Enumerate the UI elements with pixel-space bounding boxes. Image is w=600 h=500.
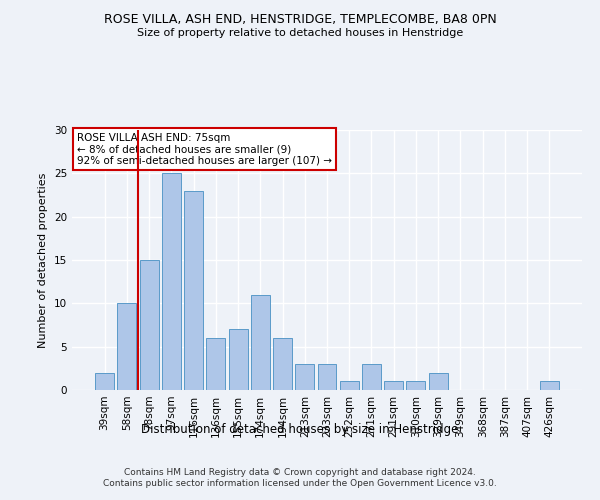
Bar: [362, 364, 381, 390]
Bar: [295, 364, 314, 390]
Bar: [384, 382, 403, 390]
Text: Distribution of detached houses by size in Henstridge: Distribution of detached houses by size …: [142, 422, 458, 436]
Text: Contains HM Land Registry data © Crown copyright and database right 2024.
Contai: Contains HM Land Registry data © Crown c…: [103, 468, 497, 487]
Bar: [184, 190, 203, 390]
Text: Size of property relative to detached houses in Henstridge: Size of property relative to detached ho…: [137, 28, 463, 38]
Bar: [95, 372, 114, 390]
Bar: [140, 260, 158, 390]
Text: ROSE VILLA ASH END: 75sqm
← 8% of detached houses are smaller (9)
92% of semi-de: ROSE VILLA ASH END: 75sqm ← 8% of detach…: [77, 132, 332, 166]
Y-axis label: Number of detached properties: Number of detached properties: [38, 172, 49, 348]
Bar: [340, 382, 359, 390]
Bar: [540, 382, 559, 390]
Bar: [317, 364, 337, 390]
Text: ROSE VILLA, ASH END, HENSTRIDGE, TEMPLECOMBE, BA8 0PN: ROSE VILLA, ASH END, HENSTRIDGE, TEMPLEC…: [104, 12, 496, 26]
Bar: [406, 382, 425, 390]
Bar: [251, 294, 270, 390]
Bar: [229, 330, 248, 390]
Bar: [429, 372, 448, 390]
Bar: [206, 338, 225, 390]
Bar: [162, 174, 181, 390]
Bar: [273, 338, 292, 390]
Bar: [118, 304, 136, 390]
